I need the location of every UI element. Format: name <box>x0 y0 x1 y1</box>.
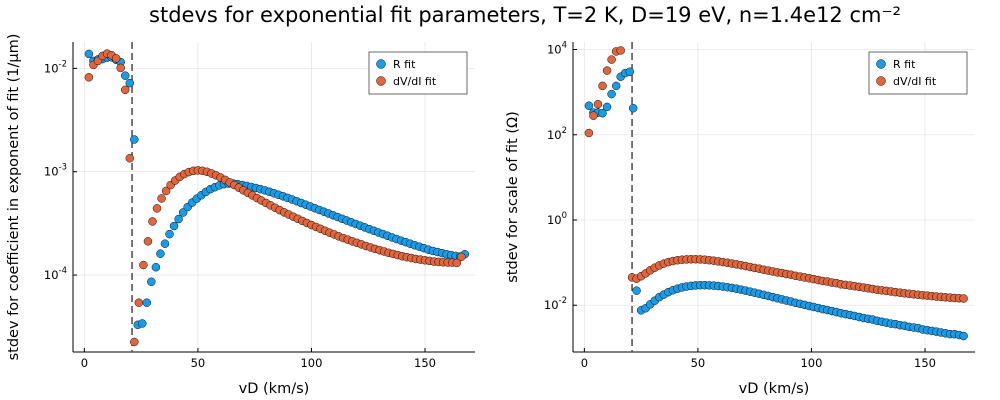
left-chart-panel: 0 50 100 150 10-4 10-3 10-2 vD (km/s) stdev for … <box>6 34 475 397</box>
y-tick-label: 10-3 <box>44 163 67 179</box>
data-point <box>121 85 130 95</box>
data-point <box>959 294 968 303</box>
legend-box <box>868 51 968 95</box>
y-tick-label: 10-4 <box>44 266 67 282</box>
data-point <box>160 239 170 248</box>
data-point <box>584 128 594 138</box>
data-point <box>452 258 462 268</box>
series-2 <box>84 49 466 347</box>
data-point <box>125 154 135 163</box>
data-point <box>125 78 135 88</box>
x-tick-label: 50 <box>191 356 206 370</box>
data-point <box>147 277 156 287</box>
data-point <box>178 208 188 217</box>
data-point <box>607 89 616 99</box>
legend-marker <box>876 59 886 69</box>
figure-title: stdevs for exponential fit parameters, T… <box>149 3 901 27</box>
x-tick-label: 50 <box>691 356 706 370</box>
legend: R fit dV/dI fit <box>368 51 468 95</box>
data-point <box>161 186 171 196</box>
data-point <box>593 100 603 109</box>
data-point <box>143 237 153 246</box>
data-point <box>169 221 179 231</box>
y-tick-label: 100 <box>547 211 567 227</box>
x-axis-label: vD (km/s) <box>739 381 810 397</box>
data-point <box>121 71 130 80</box>
data-point <box>111 54 121 63</box>
data-point <box>584 101 594 110</box>
data-point <box>134 298 144 307</box>
data-point <box>84 49 94 59</box>
data-point <box>156 249 165 258</box>
series-2 <box>584 46 968 303</box>
data-point <box>616 46 625 55</box>
x-tick-label: 100 <box>300 356 322 370</box>
legend-label: R fit <box>393 58 416 71</box>
data-point <box>632 286 641 295</box>
x-tick-label: 0 <box>81 356 88 370</box>
data-point <box>602 66 612 75</box>
y-tick-label: 10-2 <box>44 59 67 75</box>
data-point <box>157 194 166 203</box>
x-tick-label: 100 <box>800 356 822 370</box>
data-point <box>602 102 612 112</box>
data-point <box>84 73 94 82</box>
legend: R fit dV/dI fit <box>868 51 968 95</box>
x-tick-label: 0 <box>581 356 588 370</box>
x-axis-label: vD (km/s) <box>239 381 310 397</box>
data-point <box>138 319 147 328</box>
data-point <box>589 111 598 120</box>
y-tick-label: 102 <box>547 126 567 142</box>
data-point <box>165 229 174 239</box>
data-point <box>151 263 161 272</box>
data-point <box>628 103 638 113</box>
data-point <box>139 260 148 270</box>
data-point <box>142 298 152 307</box>
data-point <box>148 217 157 226</box>
data-point <box>116 63 125 73</box>
x-tick-label: 150 <box>914 356 936 370</box>
legend-label: dV/dI fit <box>893 75 937 88</box>
data-point <box>130 337 139 347</box>
data-point <box>174 214 183 224</box>
right-chart-panel: 0 50 100 150 10-2 100 102 104 vD (km/s) stdev for… <box>505 41 975 397</box>
data-point <box>607 55 616 64</box>
legend-box <box>368 51 468 95</box>
y-axis-label: stdev for coefficient in exponent of fit… <box>6 34 22 361</box>
y-axis-label: stdev for scale of fit (Ω) <box>505 111 521 282</box>
legend-marker <box>376 76 386 86</box>
data-point <box>625 67 635 77</box>
legend-marker <box>876 76 886 86</box>
series-1 <box>584 67 968 341</box>
data-point <box>598 81 607 91</box>
data-point <box>130 135 139 144</box>
legend-marker <box>376 59 386 69</box>
data-point <box>457 252 466 262</box>
data-point <box>152 204 162 213</box>
legend-label: R fit <box>893 58 916 71</box>
data-point <box>959 331 968 341</box>
y-tick-label: 10-2 <box>544 296 567 312</box>
data-point <box>598 108 607 118</box>
y-tick-label: 104 <box>547 41 567 57</box>
x-tick-label: 150 <box>414 356 436 370</box>
data-point <box>611 81 621 91</box>
legend-label: dV/dI fit <box>393 75 437 88</box>
